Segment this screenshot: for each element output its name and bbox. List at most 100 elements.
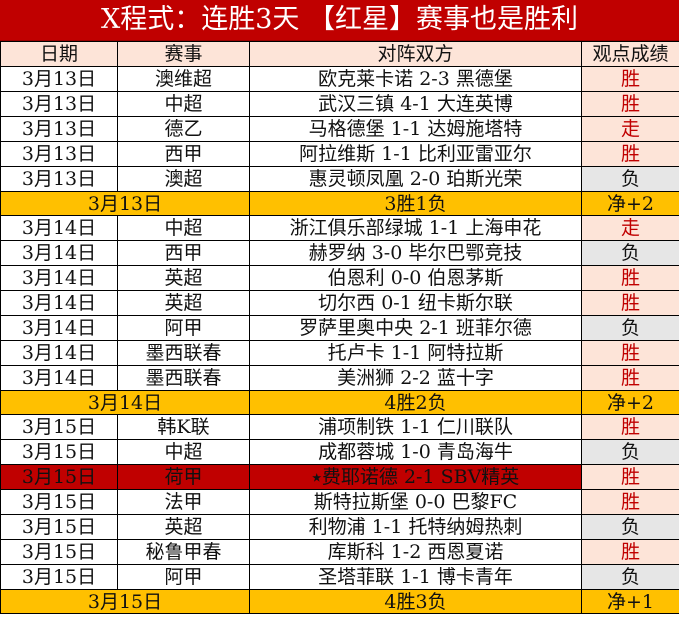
table-row: 3月15日 英超 利物浦 1-1 托特纳姆热刺 负 xyxy=(0,514,679,540)
summary-row: 3月13日 3胜1负 净+2 xyxy=(0,191,679,216)
header-result: 观点成绩 xyxy=(581,41,679,67)
match-cell: 利物浦 1-1 托特纳姆热刺 xyxy=(249,514,582,540)
league-cell: 秘鲁甲春 xyxy=(117,539,250,565)
result-cell: 负 xyxy=(581,439,679,465)
league-cell: 法甲 xyxy=(117,489,250,515)
league-cell: 韩K联 xyxy=(117,414,250,440)
league-cell: 英超 xyxy=(117,265,250,291)
date-cell: 3月15日 xyxy=(0,489,118,515)
result-cell: 负 xyxy=(581,166,679,192)
date-cell: 3月14日 xyxy=(0,265,118,291)
match-cell: 马格德堡 1-1 达姆施塔特 xyxy=(249,116,582,142)
date-cell: 3月15日 xyxy=(0,414,118,440)
summary-date: 3月14日 xyxy=(0,390,250,415)
table-row: 3月14日 英超 伯恩利 0-0 伯恩茅斯 胜 xyxy=(0,265,679,291)
match-cell: 阿拉维斯 1-1 比利亚雷亚尔 xyxy=(249,141,582,167)
league-cell: 中超 xyxy=(117,439,250,465)
match-cell: 切尔西 0-1 纽卡斯尔联 xyxy=(249,290,582,316)
date-cell: 3月14日 xyxy=(0,215,118,241)
table-row: 3月14日 墨西联春 托卢卡 1-1 阿特拉斯 胜 xyxy=(0,340,679,366)
match-cell: 罗萨里奥中央 2-1 班菲尔德 xyxy=(249,315,582,341)
league-cell: 阿甲 xyxy=(117,564,250,590)
result-cell: 胜 xyxy=(581,340,679,366)
table-row: 3月14日 中超 浙江俱乐部绿城 1-1 上海申花 走 xyxy=(0,215,679,241)
summary-net: 净+1 xyxy=(581,589,679,614)
date-cell: 3月15日 xyxy=(0,539,118,565)
league-cell: 西甲 xyxy=(117,240,250,266)
result-cell: 负 xyxy=(581,315,679,341)
result-cell: 负 xyxy=(581,240,679,266)
date-cell: 3月13日 xyxy=(0,116,118,142)
match-cell: ⭑费耶诺德 2-1 SBV精英 xyxy=(249,464,582,490)
result-cell: 胜 xyxy=(581,290,679,316)
summary-record: 4胜2负 xyxy=(249,390,582,415)
date-cell: 3月15日 xyxy=(0,439,118,465)
table-row: 3月15日 法甲 斯特拉斯堡 0-0 巴黎FC 胜 xyxy=(0,489,679,515)
date-cell: 3月13日 xyxy=(0,141,118,167)
summary-net: 净+2 xyxy=(581,191,679,216)
result-cell: 胜 xyxy=(581,489,679,515)
results-table: 日期 赛事 对阵双方 观点成绩 3月13日 澳维超 欧克莱卡诺 2-3 黑德堡 … xyxy=(0,41,679,614)
page-title: X程式：连胜3天 【红星】赛事也是胜利 xyxy=(0,0,679,41)
result-cell: 负 xyxy=(581,514,679,540)
match-cell: 欧克莱卡诺 2-3 黑德堡 xyxy=(249,66,582,92)
result-cell: 走 xyxy=(581,116,679,142)
date-cell: 3月13日 xyxy=(0,166,118,192)
result-cell: 胜 xyxy=(581,66,679,92)
league-cell: 西甲 xyxy=(117,141,250,167)
match-cell: 惠灵顿凤凰 2-0 珀斯光荣 xyxy=(249,166,582,192)
match-cell: 斯特拉斯堡 0-0 巴黎FC xyxy=(249,489,582,515)
date-cell: 3月15日 xyxy=(0,514,118,540)
header-row: 日期 赛事 对阵双方 观点成绩 xyxy=(0,41,679,67)
match-cell: 赫罗纳 3-0 毕尔巴鄂竞技 xyxy=(249,240,582,266)
table-row: 3月13日 西甲 阿拉维斯 1-1 比利亚雷亚尔 胜 xyxy=(0,141,679,167)
summary-date: 3月13日 xyxy=(0,191,250,216)
table-row: 3月13日 德乙 马格德堡 1-1 达姆施塔特 走 xyxy=(0,116,679,142)
result-cell: 负 xyxy=(581,564,679,590)
date-cell: 3月14日 xyxy=(0,365,118,391)
date-cell: 3月15日 xyxy=(0,564,118,590)
header-league: 赛事 xyxy=(117,41,250,67)
match-cell: 成都蓉城 1-0 青岛海牛 xyxy=(249,439,582,465)
result-cell: 走 xyxy=(581,215,679,241)
result-cell: 胜 xyxy=(581,265,679,291)
date-cell: 3月15日 xyxy=(0,464,118,490)
header-date: 日期 xyxy=(0,41,118,67)
summary-date: 3月15日 xyxy=(0,589,250,614)
table-row: 3月15日 阿甲 圣塔菲联 1-1 博卡青年 负 xyxy=(0,564,679,590)
table-row: 3月15日 中超 成都蓉城 1-0 青岛海牛 负 xyxy=(0,439,679,465)
table-row: 3月13日 澳维超 欧克莱卡诺 2-3 黑德堡 胜 xyxy=(0,66,679,92)
result-cell: 胜 xyxy=(581,414,679,440)
result-cell: 胜 xyxy=(581,91,679,117)
table-row: 3月15日 荷甲 ⭑费耶诺德 2-1 SBV精英 胜 xyxy=(0,464,679,490)
date-cell: 3月13日 xyxy=(0,91,118,117)
table-row: 3月15日 韩K联 浦项制铁 1-1 仁川联队 胜 xyxy=(0,414,679,440)
date-cell: 3月14日 xyxy=(0,315,118,341)
league-cell: 阿甲 xyxy=(117,315,250,341)
table-row: 3月13日 中超 武汉三镇 4-1 大连英博 胜 xyxy=(0,91,679,117)
match-cell: 库斯科 1-2 西恩夏诺 xyxy=(249,539,582,565)
date-cell: 3月14日 xyxy=(0,290,118,316)
result-cell: 胜 xyxy=(581,464,679,490)
league-cell: 德乙 xyxy=(117,116,250,142)
match-cell: 伯恩利 0-0 伯恩茅斯 xyxy=(249,265,582,291)
result-cell: 胜 xyxy=(581,365,679,391)
league-cell: 英超 xyxy=(117,514,250,540)
match-cell: 托卢卡 1-1 阿特拉斯 xyxy=(249,340,582,366)
summary-row: 3月14日 4胜2负 净+2 xyxy=(0,390,679,415)
league-cell: 英超 xyxy=(117,290,250,316)
table-row: 3月14日 墨西联春 美洲狮 2-2 蓝十字 胜 xyxy=(0,365,679,391)
league-cell: 墨西联春 xyxy=(117,340,250,366)
league-cell: 澳超 xyxy=(117,166,250,192)
match-cell: 浦项制铁 1-1 仁川联队 xyxy=(249,414,582,440)
summary-record: 3胜1负 xyxy=(249,191,582,216)
table-row: 3月14日 西甲 赫罗纳 3-0 毕尔巴鄂竞技 负 xyxy=(0,240,679,266)
table-row: 3月15日 秘鲁甲春 库斯科 1-2 西恩夏诺 胜 xyxy=(0,539,679,565)
date-cell: 3月14日 xyxy=(0,240,118,266)
league-cell: 澳维超 xyxy=(117,66,250,92)
league-cell: 墨西联春 xyxy=(117,365,250,391)
header-match: 对阵双方 xyxy=(249,41,582,67)
match-cell: 浙江俱乐部绿城 1-1 上海申花 xyxy=(249,215,582,241)
league-cell: 中超 xyxy=(117,215,250,241)
match-cell: 武汉三镇 4-1 大连英博 xyxy=(249,91,582,117)
